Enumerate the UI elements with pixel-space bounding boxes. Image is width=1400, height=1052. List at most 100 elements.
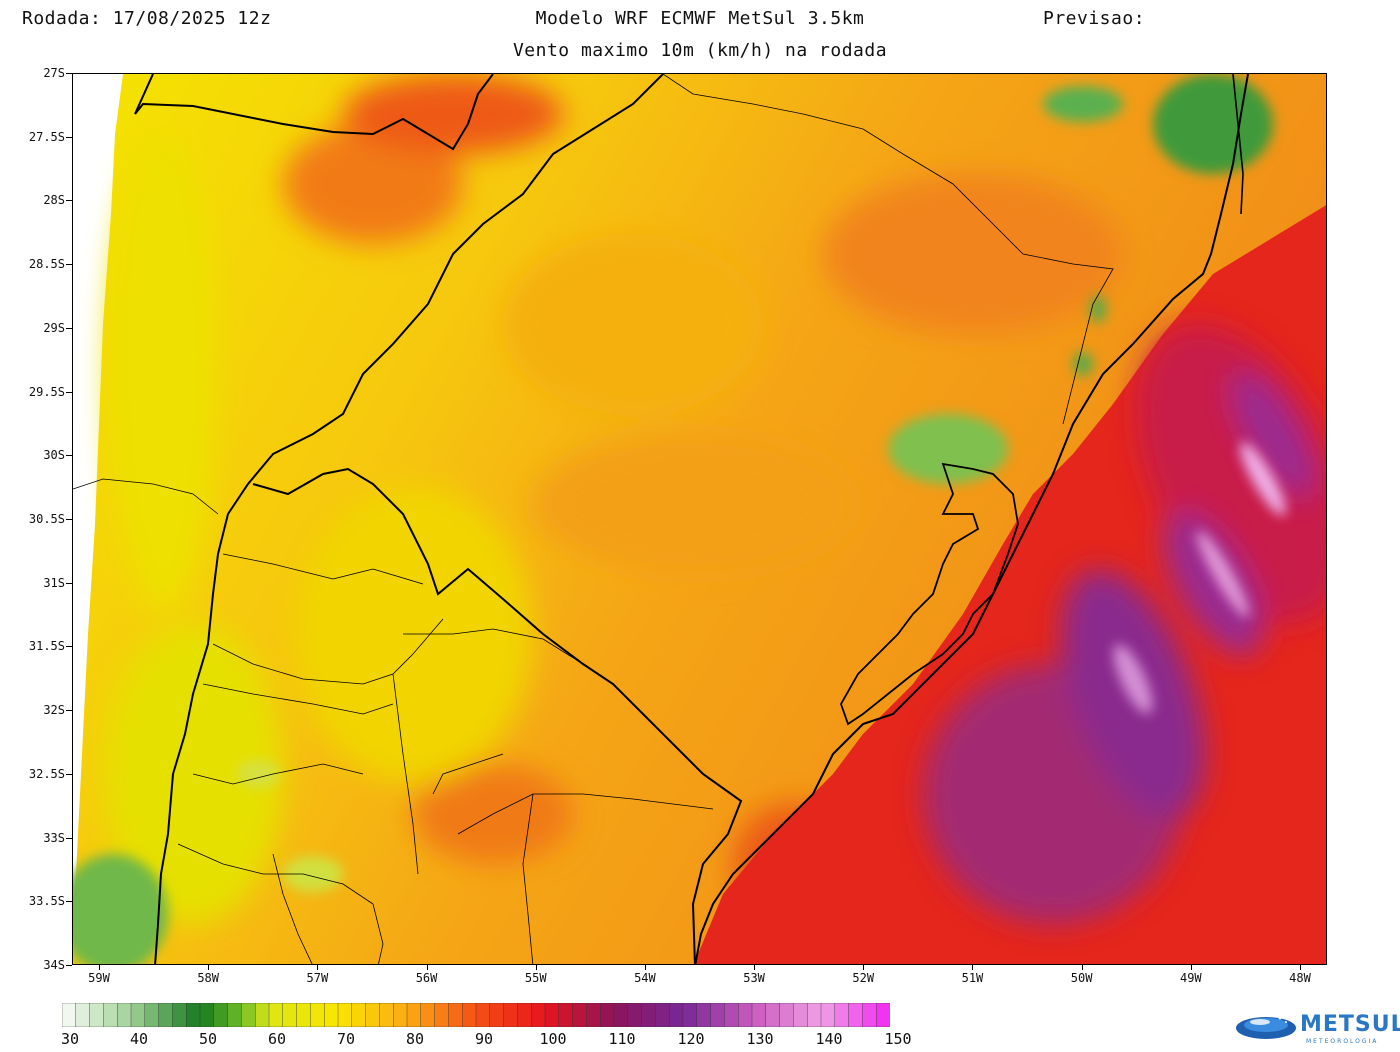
- colorbar: [62, 1003, 890, 1027]
- colorbar-cell: [254, 1003, 270, 1027]
- colorbar-cell: [765, 1003, 781, 1027]
- colorbar-cell: [434, 1003, 449, 1027]
- colorbar-cell: [544, 1003, 560, 1027]
- colorbar-cell: [310, 1003, 325, 1027]
- logo-name: METSUL: [1300, 1012, 1400, 1037]
- longitude-tick: [1081, 965, 1083, 970]
- ocean-wind-peaks: [1113, 442, 1286, 714]
- colorbar-cell: [268, 1003, 284, 1027]
- latitude-tick: [66, 646, 72, 648]
- longitude-label: 55W: [524, 971, 547, 985]
- colorbar-label: 80: [405, 1030, 425, 1048]
- latitude-tick: [66, 327, 72, 329]
- colorbar-cell: [199, 1003, 215, 1027]
- colorbar-cell: [185, 1003, 201, 1027]
- country-border-argentina: [154, 74, 664, 964]
- colorbar-cell: [337, 1003, 353, 1027]
- colorbar-cell: [682, 1003, 698, 1027]
- colorbar-label: 50: [198, 1030, 218, 1048]
- colorbar-cell: [572, 1003, 587, 1027]
- colorbar-cell: [172, 1003, 187, 1027]
- colorbar-cell: [876, 1003, 890, 1027]
- latitude-label: 33.5S: [28, 894, 65, 909]
- colorbar-cell: [793, 1003, 808, 1027]
- colorbar-cell: [531, 1003, 546, 1027]
- latitude-label: 32S: [43, 703, 65, 718]
- run-label: Rodada: 17/08/2025 12z: [22, 8, 272, 29]
- colorbar-cell: [227, 1003, 242, 1027]
- colorbar-label: 40: [129, 1030, 149, 1048]
- colorbar-cell: [393, 1003, 408, 1027]
- coastline: [694, 74, 1249, 964]
- longitude-label: 53W: [743, 971, 765, 985]
- longitude-tick: [208, 965, 210, 970]
- colorbar-cell: [365, 1003, 380, 1027]
- colorbar-label: 130: [746, 1030, 774, 1048]
- lagoon-outline: [840, 462, 1019, 726]
- colorbar-cell: [600, 1003, 615, 1027]
- longitude-tick: [863, 965, 865, 970]
- colorbar-cell: [130, 1003, 146, 1027]
- latitude-tick: [66, 837, 72, 839]
- colorbar-cell: [144, 1003, 160, 1027]
- latitude-tick: [66, 136, 72, 138]
- longitude-label: 54W: [634, 971, 656, 985]
- colorbar-cell: [848, 1003, 863, 1027]
- colorbar-cell: [710, 1003, 725, 1027]
- latitude-tick: [66, 773, 72, 775]
- colorbar-cell: [420, 1003, 436, 1027]
- longitude-label: 50W: [1070, 971, 1093, 985]
- latitude-tick: [66, 901, 72, 903]
- colorbar-cell: [475, 1003, 491, 1027]
- latitude-label: 33S: [43, 830, 65, 845]
- state-border-sc: [1232, 74, 1244, 215]
- map-subtitle: Vento maximo 10m (km/h) na rodada: [512, 40, 888, 61]
- colorbar-cell: [324, 1003, 339, 1027]
- colorbar-label: 90: [474, 1030, 494, 1048]
- colorbar-cell: [724, 1003, 739, 1027]
- wind-map: [72, 73, 1327, 965]
- model-title: Modelo WRF ECMWF MetSul 3.5km: [535, 8, 865, 29]
- colorbar-cell: [696, 1003, 712, 1027]
- colorbar-cell: [517, 1003, 532, 1027]
- latitude-label: 34S: [43, 958, 65, 972]
- colorbar-label: 150: [884, 1030, 912, 1048]
- longitude-tick: [317, 965, 319, 970]
- colorbar-cell: [406, 1003, 422, 1027]
- longitude-label: 56W: [415, 971, 438, 985]
- colorbar-cell: [89, 1003, 104, 1027]
- colorbar-cell: [613, 1003, 629, 1027]
- latitude-tick: [66, 200, 72, 202]
- colorbar-cell: [448, 1003, 463, 1027]
- latitude-label: 30S: [43, 448, 65, 463]
- latitude-tick: [66, 582, 72, 584]
- forecast-label: Previsao:: [1043, 8, 1146, 29]
- colorbar-cell: [738, 1003, 753, 1027]
- colorbar-label: 120: [677, 1030, 705, 1048]
- colorbar-cell: [669, 1003, 684, 1027]
- latitude-tick: [66, 519, 72, 520]
- colorbar-cell: [655, 1003, 670, 1027]
- colorbar-cell: [103, 1003, 118, 1027]
- colorbar-cell: [213, 1003, 229, 1027]
- latitude-label: 27.5S: [28, 129, 65, 144]
- longitude-tick: [535, 965, 537, 970]
- colorbar-cell: [489, 1003, 505, 1027]
- longitude-tick: [1300, 965, 1301, 970]
- latitude-label: 31S: [43, 575, 65, 590]
- latitude-label: 30.5S: [28, 512, 65, 526]
- colorbar-label: 60: [267, 1030, 287, 1048]
- colorbar-cell: [558, 1003, 574, 1027]
- wind-map-field: [73, 74, 1326, 964]
- colorbar-cell: [503, 1003, 518, 1027]
- latitude-label: 28S: [43, 193, 65, 208]
- wind-field-shading: [103, 74, 1123, 924]
- longitude-tick: [972, 965, 974, 970]
- longitude-label: 49W: [1179, 971, 1202, 985]
- colorbar-cell: [820, 1003, 836, 1027]
- latitude-tick: [66, 73, 72, 74]
- state-border-north: [134, 74, 494, 151]
- metsul-logo: METSUL METEOROLOGIA: [1232, 1008, 1400, 1052]
- colorbar-cell: [751, 1003, 767, 1027]
- logo-tagline: METEOROLOGIA: [1306, 1038, 1379, 1045]
